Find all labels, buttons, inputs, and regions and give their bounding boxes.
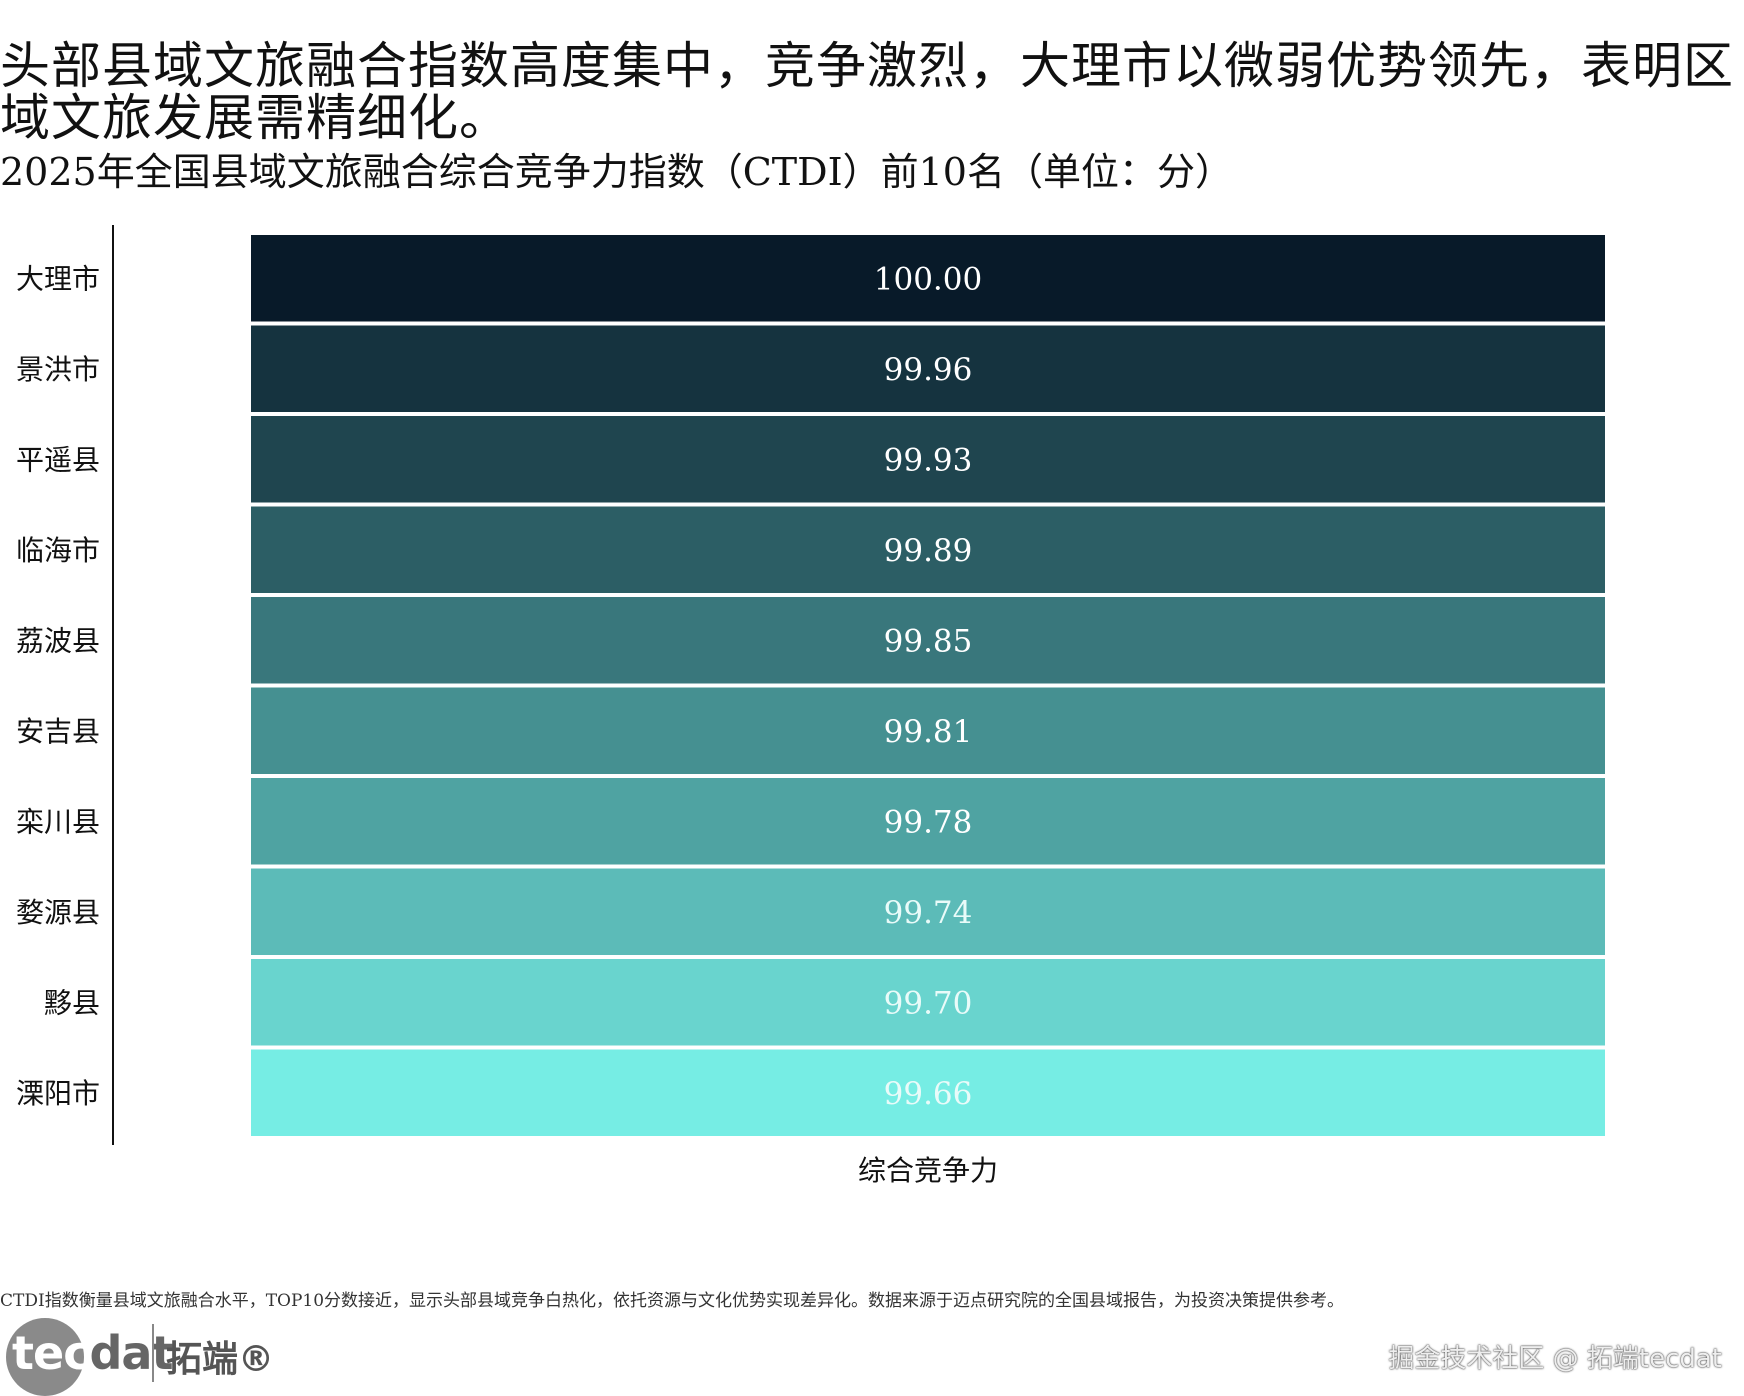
heatmap-cell	[251, 778, 1605, 865]
y-tick-label: 黟县	[44, 986, 100, 1019]
tecdat-logo: tecdat 拓端®	[6, 1318, 306, 1396]
chart-title: 头部县域文旅融合指数高度集中，竞争激烈，大理市以微弱优势领先，表明区域文旅发展需…	[0, 37, 1734, 147]
y-tick-label: 溧阳市	[16, 1077, 100, 1110]
heatmap-cell	[251, 959, 1605, 1046]
y-tick-label: 临海市	[16, 534, 100, 567]
y-tick-label: 婺源县	[16, 896, 100, 929]
heatmap-chart: 100.00 99.96 99.93 99.89 99.85 99.81 99.78 99.7…	[16, 225, 1605, 1187]
y-tick-label: 栾川县	[16, 805, 100, 838]
chart-subtitle: 2025年全国县域文旅融合综合竞争力指数（CTDI）前10名（单位：分）	[0, 150, 1233, 194]
cell-value-label: 99.93	[884, 442, 973, 478]
heatmap-cell	[251, 1049, 1605, 1136]
logo-wordmark: tecdat	[12, 1326, 173, 1380]
logo-chinese-name: 拓端®	[166, 1339, 275, 1380]
heatmap-cell	[251, 506, 1605, 593]
y-tick-label: 大理市	[16, 262, 100, 295]
heatmap-cell	[251, 416, 1605, 503]
cell-value-label: 100.00	[874, 261, 982, 297]
cell-value-label: 99.81	[884, 714, 973, 750]
cell-value-label: 99.89	[884, 533, 973, 569]
logo-badge	[6, 1318, 84, 1396]
heatmap-cell	[251, 235, 1605, 322]
heatmap-cell	[251, 597, 1605, 684]
logo-divider	[152, 1324, 154, 1382]
heatmap-cell	[251, 325, 1605, 412]
cell-value-label: 99.78	[884, 804, 973, 840]
cell-value-label: 99.70	[884, 985, 973, 1021]
y-tick-label: 景洪市	[16, 353, 100, 386]
heatmap-cell	[251, 868, 1605, 955]
heatmap-cell	[251, 687, 1605, 774]
cell-value-label: 99.85	[884, 623, 973, 659]
y-tick-label: 荔波县	[16, 624, 100, 657]
heatmap-cells: 100.00 99.96 99.93 99.89 99.85 99.81 99.78 99.7…	[251, 235, 1605, 1136]
cell-value-label: 99.96	[884, 352, 973, 388]
cell-value-label: 99.66	[884, 1076, 973, 1112]
y-tick-label: 平遥县	[16, 443, 100, 476]
footnote: CTDI指数衡量县域文旅融合水平，TOP10分数接近，显示头部县域竞争白热化，依…	[0, 1291, 1345, 1311]
watermark: 掘金技术社区 @ 拓端tecdat	[1388, 1344, 1722, 1374]
y-tick-label: 安吉县	[16, 715, 100, 748]
x-axis-label: 综合竞争力	[858, 1154, 998, 1187]
cell-value-label: 99.74	[884, 895, 973, 931]
